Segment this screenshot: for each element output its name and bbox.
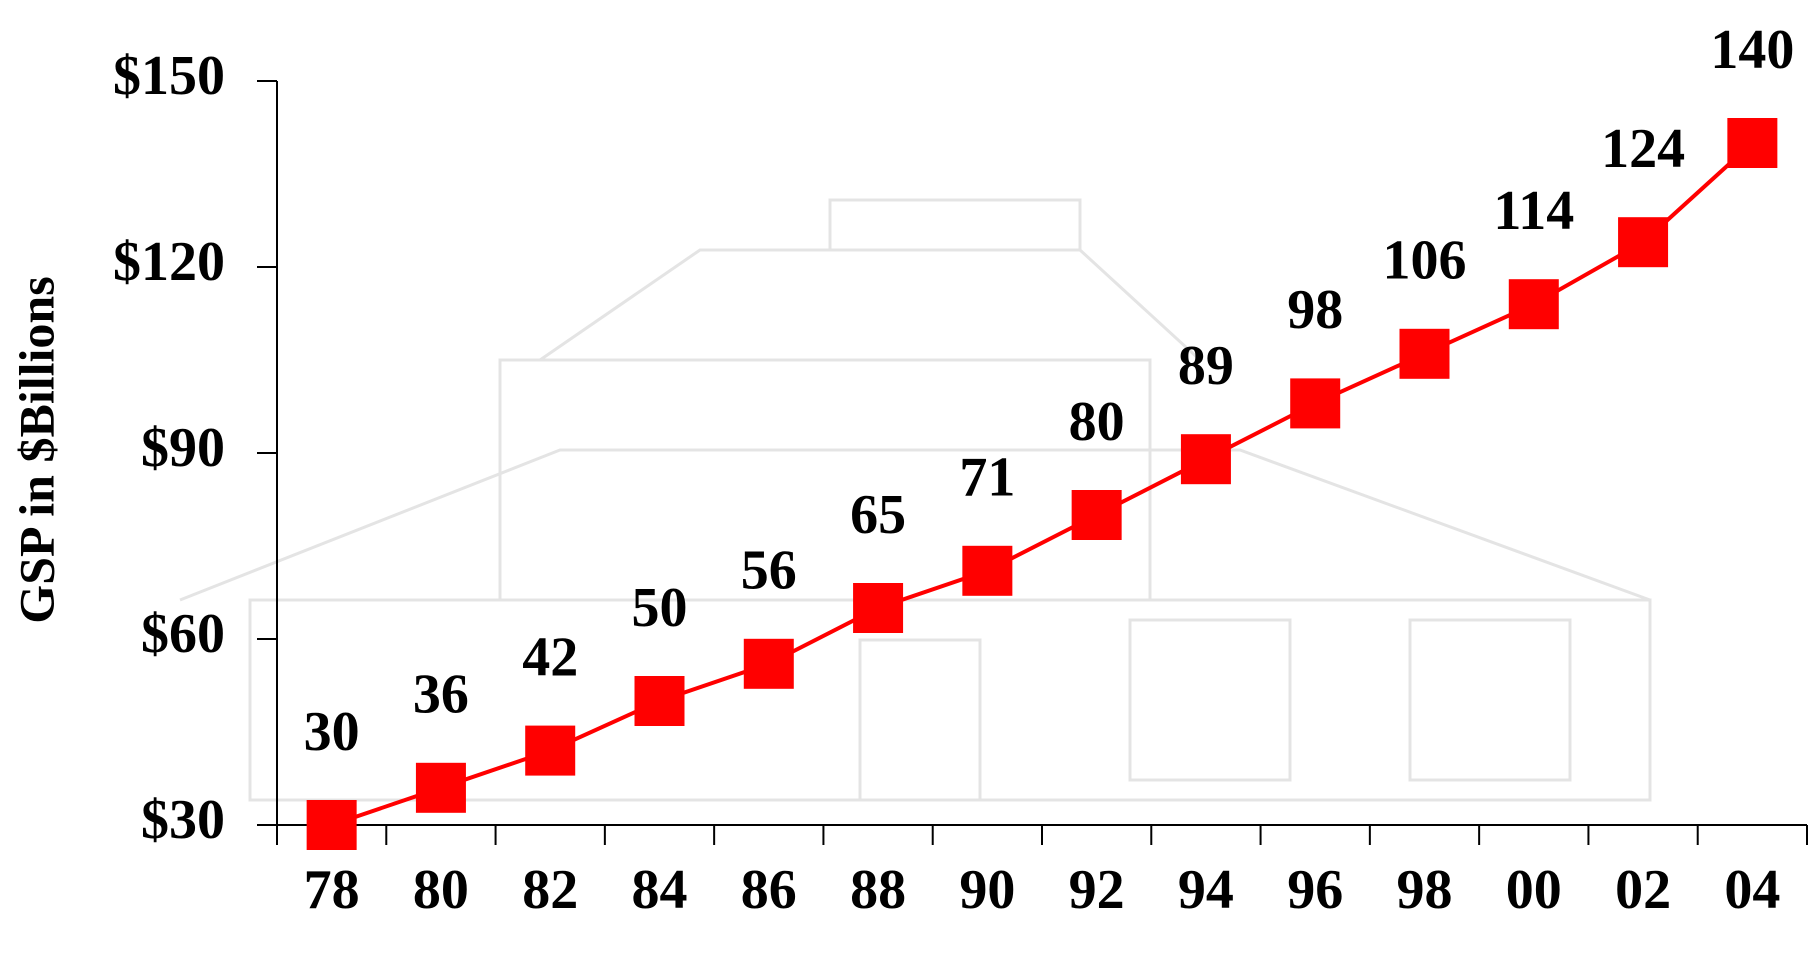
x-tick-label: 00	[1506, 859, 1562, 921]
marker	[1508, 279, 1559, 330]
marker	[306, 800, 357, 850]
marker	[1180, 434, 1231, 485]
x-tick-label: 88	[850, 859, 906, 921]
marker	[1399, 328, 1450, 379]
marker	[743, 638, 794, 689]
line	[330, 141, 1754, 827]
value-label: 80	[1069, 391, 1125, 453]
value-label: 50	[632, 577, 688, 639]
value-label: 30	[304, 701, 360, 763]
y-axis-title: GSP in $Billions	[8, 276, 64, 623]
x-tick-label: 80	[413, 859, 469, 921]
x-tick-label: 90	[959, 859, 1015, 921]
marker	[525, 725, 576, 776]
y-tick-label: $150	[113, 45, 225, 107]
marker	[415, 762, 466, 813]
x-tick-label: 94	[1178, 859, 1234, 921]
background-sketch	[179, 198, 1652, 802]
marker	[1618, 217, 1669, 268]
x-tick-label: 98	[1397, 859, 1453, 921]
x-tick-label: 02	[1615, 859, 1671, 921]
marker	[634, 676, 685, 726]
marker	[853, 583, 904, 633]
value-label: 98	[1287, 279, 1343, 341]
value-label: 124	[1601, 118, 1685, 180]
value-label: 114	[1493, 180, 1574, 242]
y-tick-label: $120	[113, 231, 225, 293]
value-label: 89	[1178, 335, 1234, 397]
marker	[1290, 378, 1341, 429]
value-label: 65	[850, 484, 906, 546]
x-tick-label: 96	[1287, 859, 1343, 921]
value-label: 36	[413, 664, 469, 726]
value-label: 71	[959, 447, 1015, 509]
y-tick-label: $90	[141, 417, 225, 479]
x-tick-label: 78	[304, 859, 360, 921]
y-tick-label: $30	[141, 789, 225, 851]
x-tick-label: 86	[741, 859, 797, 921]
x-tick-label: 82	[522, 859, 578, 921]
x-tick-label: 84	[632, 859, 688, 921]
y-tick-label: $60	[141, 603, 225, 665]
x-tick-label: 92	[1069, 859, 1125, 921]
marker	[962, 545, 1013, 596]
value-label: 42	[522, 626, 578, 688]
value-label: 140	[1710, 19, 1794, 81]
value-label: 56	[741, 540, 797, 602]
x-tick-label: 04	[1724, 859, 1780, 921]
marker	[1071, 490, 1122, 540]
value-label: 106	[1383, 230, 1467, 292]
marker	[1727, 118, 1778, 168]
